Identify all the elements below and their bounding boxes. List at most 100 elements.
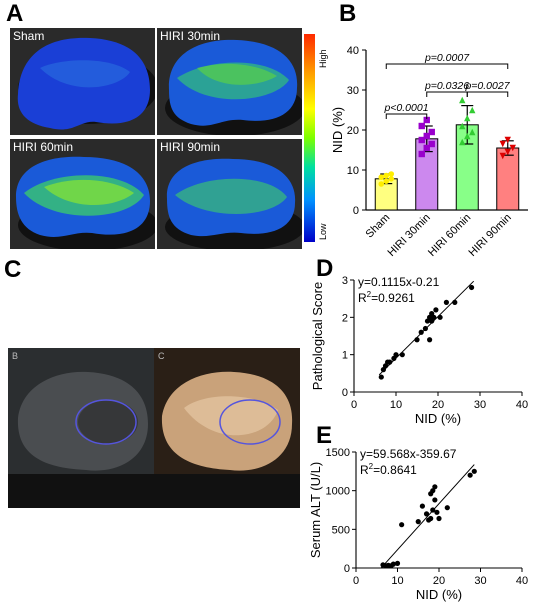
x-tick-label: HIRI 30min: [385, 212, 432, 259]
y-tick-label: 500: [332, 524, 350, 536]
data-point: [378, 181, 385, 187]
data-point: [383, 172, 390, 179]
data-point: [469, 284, 475, 291]
panel-letter-c: C: [4, 256, 22, 283]
colorbar-high-label: High: [318, 49, 328, 68]
data-point: [434, 509, 440, 515]
significance-bracket: [385, 113, 428, 119]
data-point: [427, 337, 433, 343]
regression-line: [380, 464, 475, 569]
x-tick-label: HIRI 90min: [466, 212, 513, 259]
data-point: [414, 337, 420, 343]
data-point: [423, 144, 430, 152]
data-point: [471, 468, 477, 474]
data-point: [469, 128, 476, 136]
significance-bracket: [385, 63, 509, 69]
y-tick-label: 0: [342, 387, 348, 399]
kidney-heatmap: [10, 139, 155, 249]
panel-letter-b: B: [339, 0, 357, 27]
y-axis-label: NID (%): [330, 107, 345, 153]
contrast-ultrasound-image: B C: [8, 348, 300, 508]
x-axis-label: NID (%): [415, 411, 461, 426]
data-point: [423, 511, 430, 517]
image-corner-tag: C: [158, 351, 165, 361]
x-tick-label: 10: [391, 575, 403, 587]
panel-letter-d: D: [316, 255, 334, 282]
p-value-label: p<0.0001: [383, 102, 428, 114]
data-point: [464, 132, 471, 140]
data-point: [430, 488, 436, 494]
data-point: [423, 132, 430, 140]
image-label: HIRI 90min: [160, 140, 221, 154]
roi-circle: [75, 399, 137, 445]
data-point: [499, 140, 506, 148]
data-point: [436, 515, 442, 522]
panel-letter-a: A: [6, 0, 24, 27]
ultrasound-image-hiri-30: HIRI 30min: [157, 28, 302, 135]
x-tick-label: 0: [353, 575, 359, 587]
data-point: [418, 136, 425, 144]
y-tick-label: 0: [353, 205, 359, 217]
x-tick-label: 10: [390, 399, 402, 411]
y-tick-label: 3: [342, 275, 348, 287]
kidney-heatmap: [157, 139, 302, 249]
data-point: [428, 140, 435, 148]
y-tick-label: 1500: [326, 447, 350, 459]
data-point: [509, 144, 516, 152]
kidney-heatmap: [157, 28, 302, 135]
data-point: [423, 116, 430, 124]
ultrasound-image-hiri-90: HIRI 90min: [157, 139, 302, 249]
ultrasound-image-sham: Sham: [10, 28, 155, 135]
data-point: [504, 148, 511, 156]
y-tick-label: 1: [342, 350, 348, 362]
y-axis-label: Serum ALT (U/L): [310, 462, 323, 558]
data-point: [428, 128, 435, 136]
data-point: [387, 359, 393, 365]
scatter-serum-alt: 0 10 20 30 40 0 500 1000 1500 NID (%) Serum ALT (U…: [310, 447, 528, 602]
data-point: [452, 299, 458, 305]
data-point: [415, 519, 421, 525]
r-squared-label: R2=0.8641: [360, 462, 417, 477]
p-value-label: p=0.0326: [424, 80, 469, 92]
data-point: [499, 152, 506, 160]
scatter-pathological-score: 0 10 20 30 40 0 1 2 3 NID (%) Pathological Score y=…: [310, 275, 528, 426]
data-point: [383, 178, 390, 184]
data-point: [433, 307, 439, 313]
data-point: [469, 106, 476, 114]
y-axis-label: Pathological Score: [310, 282, 325, 390]
colorbar-low-label: Low: [318, 223, 328, 240]
data-point: [432, 484, 438, 490]
regression-equation: y=0.1115x-0.21: [358, 275, 440, 289]
bar: [496, 147, 520, 211]
data-point: [428, 515, 434, 522]
ultrasound-pair: B C: [8, 348, 300, 508]
y-tick-label: 0: [344, 563, 350, 575]
image-label: HIRI 30min: [160, 29, 221, 43]
data-point: [464, 114, 471, 122]
x-tick-label: 40: [516, 399, 528, 411]
data-point: [459, 138, 466, 146]
x-tick-label: HIRI 60min: [426, 212, 473, 259]
data-point: [418, 122, 425, 130]
data-point: [378, 374, 384, 380]
y-tick-label: 1000: [326, 486, 350, 498]
image-label: HIRI 60min: [13, 140, 74, 154]
data-point: [459, 122, 466, 130]
regression-equation: y=59.568x-359.67: [360, 447, 457, 461]
x-tick-label: 40: [516, 575, 528, 587]
colorbar: [304, 34, 315, 242]
data-point: [444, 505, 450, 511]
data-point: [437, 314, 443, 320]
y-tick-label: 2: [342, 312, 348, 324]
significance-bracket: [426, 91, 468, 97]
data-point: [430, 507, 436, 513]
ultrasound-image-hiri-60: HIRI 60min: [10, 139, 155, 249]
data-point: [422, 325, 428, 332]
data-point: [443, 299, 449, 305]
data-point: [418, 150, 425, 158]
x-tick-label: 0: [351, 399, 357, 411]
x-tick-label: Sham: [364, 212, 393, 241]
y-tick-label: 30: [347, 85, 359, 97]
x-tick-label: 20: [433, 575, 445, 587]
